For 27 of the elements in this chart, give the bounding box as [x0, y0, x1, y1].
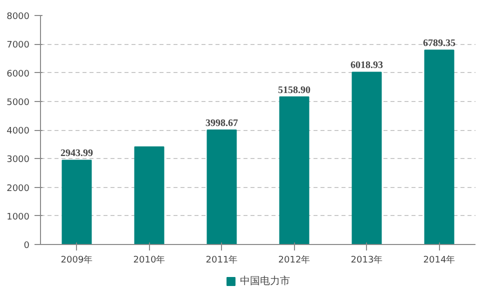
y-tick-label: 7000 — [6, 40, 30, 51]
text: 6789.35 — [423, 38, 456, 50]
x-tick-label: 2012年 — [278, 254, 310, 266]
legend-label: 中国电力市 — [240, 274, 290, 288]
x-tick-label: 2010年 — [133, 254, 166, 266]
y-tick-label: 3000 — [6, 155, 30, 166]
y-tick-label: 4000 — [6, 126, 30, 136]
x-tick-label: 2013年 — [350, 254, 383, 266]
x-tick-label: 2009年 — [60, 254, 93, 266]
bar — [279, 96, 310, 244]
bar — [352, 72, 382, 244]
y-tick-label: 0 — [24, 241, 30, 251]
y-tick-label: 6000 — [6, 69, 30, 80]
y-tick-label: 2000 — [6, 184, 30, 194]
y-tick-label: 5000 — [6, 98, 30, 108]
y-tick-label: 8000 — [6, 12, 30, 22]
text: 6018.93 — [350, 60, 383, 72]
y-tick-label: 1000 — [6, 212, 30, 222]
x-tick-label: 2014年 — [423, 254, 456, 266]
text: 5158.90 — [278, 84, 310, 96]
text: 3998.67 — [206, 118, 238, 130]
bar — [62, 160, 92, 244]
bar — [424, 50, 454, 244]
x-tick-label: 2011年 — [206, 254, 238, 266]
bar — [206, 130, 237, 244]
text: 2943.99 — [60, 148, 93, 160]
bar — [134, 146, 164, 244]
